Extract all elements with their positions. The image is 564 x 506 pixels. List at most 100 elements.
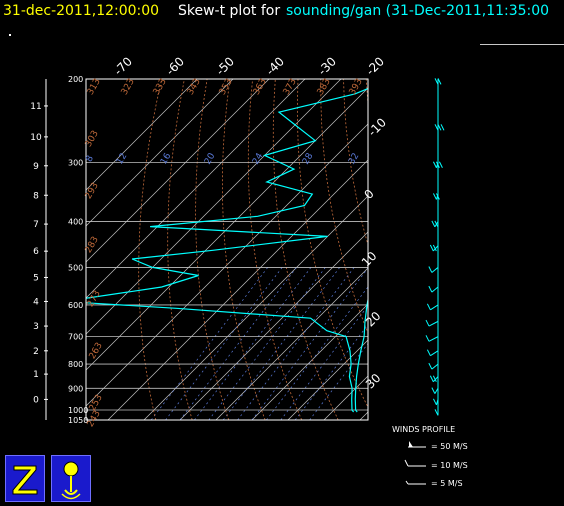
wind-barb-feather bbox=[434, 124, 439, 131]
dry-adiabat bbox=[247, 79, 303, 420]
temperature-tick-label: -50 bbox=[213, 54, 237, 78]
dry-adiabat-label: 323 bbox=[120, 77, 137, 97]
legend-pennant bbox=[409, 441, 413, 447]
winds-legend-item: = 5 M/S bbox=[405, 479, 463, 488]
mixing-ratio-label: 16 bbox=[159, 151, 174, 166]
dry-adiabat bbox=[167, 79, 193, 420]
mixing-ratio-line bbox=[150, 267, 269, 420]
wind-barb-feather bbox=[440, 124, 445, 131]
isotherm-line bbox=[107, 159, 368, 420]
temperature-tick-label: -40 bbox=[263, 54, 287, 78]
header-bar: 31-dec-2011,12:00:00 Skew-t plot for sou… bbox=[0, 0, 564, 24]
temperature-tick-label: -20 bbox=[363, 54, 387, 78]
sounding-source: sounding/gan (31-Dec-2011,11:35:00 bbox=[286, 3, 550, 19]
mixing-ratio-line bbox=[222, 267, 341, 420]
dry-adiabat-label: 373 bbox=[282, 77, 299, 97]
wind-barb bbox=[426, 349, 439, 357]
height-tick-label: 7 bbox=[33, 220, 39, 230]
wind-barb-feather bbox=[428, 362, 433, 370]
z-logo-icon bbox=[12, 465, 38, 495]
pressure-tick-label: 700 bbox=[68, 333, 83, 342]
temperature-tick-label: -70 bbox=[111, 54, 135, 78]
wind-barb-staff bbox=[430, 304, 439, 311]
mixing-ratio-line bbox=[280, 305, 368, 420]
dry-adiabat bbox=[525, 79, 564, 420]
height-tick-label: 9 bbox=[33, 162, 39, 172]
header-divider bbox=[480, 44, 564, 45]
dry-adiabat bbox=[138, 79, 163, 420]
plot-area bbox=[86, 79, 564, 420]
mixing-ratio-line bbox=[208, 267, 326, 420]
dry-adiabat bbox=[503, 79, 564, 420]
winds-legend-label: = 50 M/S bbox=[431, 442, 468, 451]
dry-adiabat bbox=[272, 79, 339, 420]
plot-title: Skew-t plot for bbox=[178, 3, 281, 19]
temperature-tick-label: -30 bbox=[315, 54, 339, 78]
isotherm-line bbox=[251, 303, 368, 420]
wind-barb-staff bbox=[432, 376, 439, 383]
mixing-ratio-line bbox=[251, 267, 368, 420]
wind-barb-feather bbox=[434, 78, 439, 85]
dry-adiabat bbox=[222, 79, 266, 420]
wind-barb-feather bbox=[432, 161, 437, 168]
wind-barb-feather bbox=[425, 335, 430, 342]
wind-barb-staff bbox=[428, 336, 439, 342]
pressure-tick-label: 1050 bbox=[68, 416, 88, 425]
wind-barb bbox=[431, 387, 439, 394]
wind-barb bbox=[434, 409, 439, 416]
mixing-ratio-line bbox=[165, 267, 283, 420]
dry-adiabat bbox=[195, 79, 230, 420]
temperature-tick-label: 0 bbox=[362, 187, 377, 202]
wind-barb-feather bbox=[431, 387, 436, 394]
pressure-tick-label: 300 bbox=[68, 158, 83, 167]
pressure-tick-label: 800 bbox=[68, 360, 83, 369]
isotherm-line bbox=[86, 79, 270, 263]
wind-barb-staff bbox=[431, 267, 439, 273]
dry-adiabat bbox=[296, 79, 368, 408]
wind-barb-feather bbox=[426, 349, 431, 356]
wind-barb bbox=[428, 266, 439, 273]
wind-barb-feather bbox=[432, 375, 437, 382]
wind-barb bbox=[434, 124, 445, 131]
isotherm-line bbox=[215, 267, 368, 420]
wind-barb-feather bbox=[426, 303, 431, 311]
legend-half-barb bbox=[405, 480, 409, 485]
wind-barb-feather bbox=[431, 220, 436, 228]
pressure-tick-label: 500 bbox=[68, 263, 83, 272]
wind-barb-feather bbox=[434, 409, 439, 416]
pressure-tick-label: 900 bbox=[68, 384, 83, 393]
pressure-tick-label: 600 bbox=[68, 301, 83, 310]
temperature-trace bbox=[354, 296, 368, 413]
dry-adiabat bbox=[457, 79, 564, 420]
mixing-ratio-label: 8 bbox=[85, 154, 97, 164]
isotherm-line bbox=[86, 123, 368, 407]
header-dot bbox=[9, 34, 11, 36]
temperature-tick-label: 10 bbox=[359, 249, 380, 270]
wind-barb-feather bbox=[435, 161, 440, 168]
wind-barb-feather bbox=[428, 266, 433, 273]
mixing-ratio-label: 32 bbox=[347, 152, 361, 167]
height-tick-label: 10 bbox=[30, 133, 42, 143]
wind-barb-feather bbox=[434, 220, 439, 228]
mixing-ratio-line bbox=[294, 324, 368, 420]
wind-barb bbox=[434, 78, 442, 85]
wind-barb-feather bbox=[432, 244, 437, 252]
temperature-tick-label: -60 bbox=[163, 54, 187, 78]
wind-barb-feather bbox=[437, 124, 442, 131]
mixing-ratio-label: 12 bbox=[115, 152, 129, 167]
wind-barb-feather bbox=[435, 193, 440, 200]
wind-barb-staff bbox=[428, 320, 439, 327]
wind-barb bbox=[428, 362, 439, 370]
height-tick-label: 6 bbox=[33, 247, 39, 257]
balloon-logo-button[interactable] bbox=[51, 455, 91, 502]
pressure-tick-label: 1000 bbox=[68, 406, 88, 415]
dry-adiabat bbox=[389, 79, 521, 420]
zoom-logo-button[interactable] bbox=[5, 455, 45, 502]
wind-barb-feather bbox=[429, 375, 434, 382]
wind-barb-staff bbox=[430, 350, 439, 357]
height-tick-label: 1 bbox=[33, 370, 39, 380]
winds-legend-label: = 5 M/S bbox=[431, 479, 463, 488]
height-tick-label: 5 bbox=[33, 273, 39, 283]
dry-adiabat-label: 363 bbox=[252, 77, 269, 97]
